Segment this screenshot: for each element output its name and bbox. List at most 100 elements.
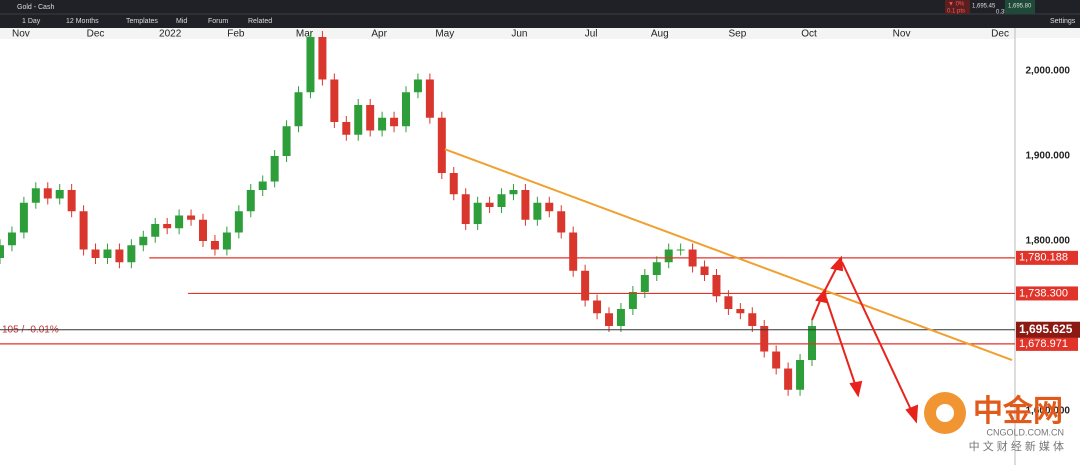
instrument[interactable]: Gold - Cash xyxy=(17,4,54,11)
candle xyxy=(246,189,255,212)
candle xyxy=(640,275,649,293)
candle xyxy=(485,202,494,207)
candle xyxy=(258,181,267,190)
change-box xyxy=(945,0,970,14)
change: ▼ 0% xyxy=(948,2,965,8)
candle xyxy=(700,266,709,276)
x-tick-label: Oct xyxy=(801,29,817,40)
candle xyxy=(115,249,124,263)
candle xyxy=(187,215,196,220)
candle xyxy=(366,104,375,131)
ask-box xyxy=(1005,0,1035,14)
candle xyxy=(175,215,184,229)
x-tick-label: 2022 xyxy=(159,29,182,40)
time-axis xyxy=(0,28,1080,39)
related-button[interactable]: Related xyxy=(248,18,272,25)
candle xyxy=(199,219,207,242)
candle xyxy=(306,36,315,93)
candle xyxy=(628,292,637,310)
candle xyxy=(67,189,76,212)
candle xyxy=(354,104,363,135)
watermark: 中金网 CNGOLD.COM.CN 中 文 财 经 新 媒 体 xyxy=(924,392,1064,453)
candle xyxy=(0,245,4,259)
level-tag xyxy=(1016,250,1078,265)
candle xyxy=(473,202,482,224)
candle xyxy=(413,79,422,93)
candle xyxy=(91,249,100,259)
candle xyxy=(282,126,291,156)
candle xyxy=(533,202,542,220)
candle xyxy=(7,232,16,246)
current-price-tag xyxy=(1016,321,1080,338)
candle xyxy=(402,92,410,127)
mid-button[interactable]: Mid xyxy=(176,18,187,25)
trendline xyxy=(444,148,1013,361)
candle xyxy=(378,117,387,131)
candle xyxy=(616,309,625,327)
candle xyxy=(557,211,566,233)
candle xyxy=(163,223,172,229)
candle xyxy=(43,188,52,199)
y-tick-label: 1,900.000 xyxy=(1026,151,1071,162)
y-tick-label: 2,000.000 xyxy=(1026,66,1071,77)
x-tick-label: Sep xyxy=(728,29,746,40)
x-tick-label: Dec xyxy=(991,29,1009,40)
candle xyxy=(772,351,781,369)
x-tick-label: Jun xyxy=(511,29,527,40)
candle xyxy=(748,313,757,327)
candle xyxy=(222,232,231,250)
candle xyxy=(545,202,554,212)
watermark-domain: CNGOLD.COM.CN xyxy=(986,427,1064,437)
settings-button[interactable]: Settings xyxy=(1050,18,1076,25)
current-price-label: 1,695.625 xyxy=(1019,322,1073,336)
level-tag xyxy=(1016,336,1078,351)
candle xyxy=(521,189,530,220)
candle xyxy=(760,326,769,352)
candle xyxy=(425,79,434,118)
candle xyxy=(390,117,399,127)
candle xyxy=(31,188,40,203)
candle xyxy=(270,155,279,182)
level-label: 1,780.188 xyxy=(1019,252,1068,264)
change-pts: 0.1 pts xyxy=(947,9,965,15)
spread: 0.35 xyxy=(996,10,1008,16)
candle xyxy=(605,313,613,327)
candle xyxy=(330,79,339,122)
candle xyxy=(593,300,602,314)
x-tick-label: Dec xyxy=(87,29,105,40)
candle xyxy=(736,309,745,314)
x-tick-label: May xyxy=(435,29,454,40)
candle xyxy=(724,296,733,310)
x-tick-label: Aug xyxy=(651,29,669,40)
templates-button[interactable]: Templates xyxy=(126,18,158,25)
candle xyxy=(461,194,470,224)
candle xyxy=(139,236,148,246)
candle xyxy=(808,326,816,361)
forum-button[interactable]: Forum xyxy=(208,18,228,25)
candle xyxy=(234,211,243,233)
candle xyxy=(497,194,506,207)
x-tick-label: Nov xyxy=(893,29,911,40)
level-label: 1,738.300 xyxy=(1019,287,1068,299)
watermark-slogan: 中 文 财 经 新 媒 体 xyxy=(969,439,1064,453)
level-tag xyxy=(1016,286,1078,301)
candle xyxy=(784,368,793,390)
candle xyxy=(210,241,219,250)
watermark-logo: 中金网 xyxy=(973,394,1063,428)
interval[interactable]: 1 Day xyxy=(22,18,41,25)
candle xyxy=(796,360,805,390)
x-tick-label: Mar xyxy=(296,29,314,40)
candle xyxy=(676,249,685,251)
candle xyxy=(103,249,112,259)
x-tick-label: Jul xyxy=(585,29,598,40)
candle xyxy=(151,223,160,237)
plot: Nov Dec 2022 Feb Mar Apr May Jun Jul Aug Sep Oct Nov… xyxy=(0,28,1080,465)
x-tick-label: Feb xyxy=(227,29,245,40)
candle xyxy=(581,270,590,301)
range[interactable]: 12 Months xyxy=(66,18,99,25)
candle xyxy=(318,36,327,80)
candle xyxy=(55,189,64,199)
candle xyxy=(437,117,446,173)
candle xyxy=(342,121,351,135)
